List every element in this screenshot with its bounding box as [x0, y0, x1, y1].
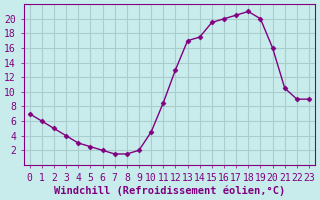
X-axis label: Windchill (Refroidissement éolien,°C): Windchill (Refroidissement éolien,°C) [54, 185, 285, 196]
